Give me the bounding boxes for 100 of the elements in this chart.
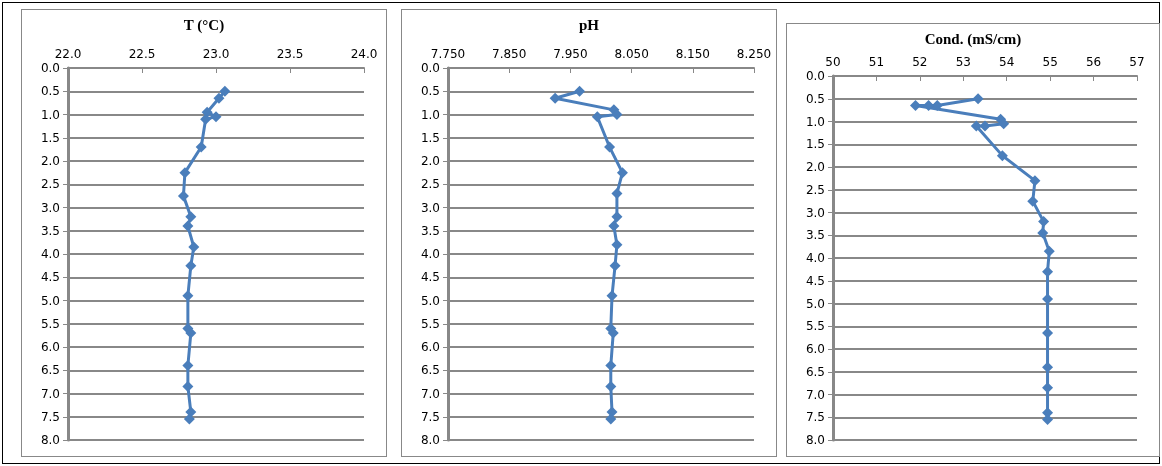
y-tick-label: 1.5 xyxy=(40,130,60,145)
y-tick-label: 5.5 xyxy=(420,316,440,331)
x-tick-label: 8.250 xyxy=(736,47,772,61)
point xyxy=(608,220,620,232)
point xyxy=(979,120,991,132)
y-tick-label: 5.0 xyxy=(805,296,825,311)
point xyxy=(182,220,194,232)
point xyxy=(185,260,197,272)
y-tick-label: 6.5 xyxy=(420,363,440,378)
point xyxy=(177,190,189,202)
point xyxy=(201,106,213,118)
x-tick-label: 56 xyxy=(1085,55,1102,69)
chart-title: T (°C) xyxy=(183,16,225,34)
y-tick-label: 6.0 xyxy=(420,340,440,354)
y-tick-label: 3.5 xyxy=(420,223,440,238)
x-tick-label: 7.850 xyxy=(492,47,527,61)
point xyxy=(1027,195,1039,207)
y-tick-label: 1.0 xyxy=(805,114,825,129)
x-tick-label: 50 xyxy=(825,55,841,69)
chart-title: Cond. (mS/cm) xyxy=(924,30,1022,48)
y-tick-label: 3.0 xyxy=(805,205,825,220)
x-tick-label: 8.050 xyxy=(614,47,649,61)
point xyxy=(611,211,623,223)
point xyxy=(611,109,623,120)
x-tick-label: 53 xyxy=(955,55,971,69)
y-tick-label: 4.5 xyxy=(40,270,60,285)
y-tick-label: 5.0 xyxy=(40,293,60,308)
y-tick-label: 1.5 xyxy=(805,137,825,152)
y-tick-label: 2.5 xyxy=(805,182,825,197)
y-tick-label: 2.0 xyxy=(40,154,60,168)
point xyxy=(970,120,982,132)
y-tick-label: 7.0 xyxy=(40,386,60,401)
y-tick-label: 2.5 xyxy=(420,177,440,192)
x-tick-label: 54 xyxy=(999,55,1015,69)
x-tick-label: 55 xyxy=(1042,55,1058,69)
x-tick-label: 7.750 xyxy=(430,47,466,61)
x-tick-label: 8.150 xyxy=(675,47,710,61)
point xyxy=(1043,245,1055,257)
x-tick-label: 51 xyxy=(868,55,885,69)
x-tick-label: 7.950 xyxy=(553,47,588,61)
y-tick-label: 7.5 xyxy=(805,410,825,425)
y-tick-label: 8.0 xyxy=(420,433,440,447)
y-tick-label: 0.0 xyxy=(805,69,825,83)
y-tick-label: 2.0 xyxy=(420,154,440,168)
y-tick-label: 7.0 xyxy=(805,387,825,402)
y-tick-label: 6.0 xyxy=(40,340,60,354)
y-tick-label: 1.5 xyxy=(420,130,440,145)
y-tick-label: 4.0 xyxy=(40,247,60,261)
y-tick-label: 8.0 xyxy=(805,433,825,447)
point xyxy=(195,141,207,153)
point xyxy=(609,260,621,272)
point xyxy=(972,93,984,105)
y-tick-label: 7.5 xyxy=(40,409,60,424)
y-tick-label: 7.0 xyxy=(420,386,440,401)
y-tick-label: 8.0 xyxy=(40,433,60,447)
y-tick-label: 0.0 xyxy=(420,61,440,75)
y-tick-label: 5.0 xyxy=(420,293,440,308)
point xyxy=(1038,216,1050,228)
y-tick-label: 0.5 xyxy=(805,91,825,106)
y-tick-label: 0.5 xyxy=(420,84,440,99)
y-tick-label: 5.5 xyxy=(40,316,60,331)
point xyxy=(1037,227,1049,239)
y-tick-label: 4.0 xyxy=(420,247,440,261)
point xyxy=(213,92,225,104)
x-tick-label: 23.0 xyxy=(202,47,230,61)
y-tick-label: 2.0 xyxy=(805,160,825,174)
point xyxy=(185,211,197,223)
y-tick-label: 3.0 xyxy=(40,200,60,215)
point xyxy=(616,167,628,179)
x-tick-label: 57 xyxy=(1129,55,1145,69)
x-tick-label: 23.5 xyxy=(276,47,304,61)
y-tick-label: 0.0 xyxy=(40,61,60,75)
point xyxy=(188,241,200,253)
point xyxy=(591,111,603,123)
point xyxy=(574,85,586,97)
y-tick-label: 4.0 xyxy=(805,251,825,265)
y-tick-label: 1.0 xyxy=(420,107,440,122)
y-tick-label: 6.0 xyxy=(805,342,825,356)
y-tick-label: 4.5 xyxy=(420,270,440,285)
x-tick-label: 52 xyxy=(912,55,928,69)
point xyxy=(996,150,1008,162)
y-tick-label: 6.5 xyxy=(40,363,60,378)
y-tick-label: 3.5 xyxy=(40,223,60,238)
point xyxy=(604,141,616,153)
y-tick-label: 3.0 xyxy=(420,200,440,215)
y-tick-label: 3.5 xyxy=(805,228,825,243)
point xyxy=(219,85,231,97)
point xyxy=(1029,175,1041,187)
y-tick-label: 1.0 xyxy=(40,107,60,122)
y-tick-label: 0.5 xyxy=(40,84,60,99)
y-tick-label: 6.5 xyxy=(805,364,825,379)
x-tick-label: 22.0 xyxy=(54,47,82,61)
x-tick-label: 24.0 xyxy=(350,47,378,61)
point xyxy=(210,111,222,123)
x-tick-label: 22.5 xyxy=(128,47,156,61)
chart-title: pH xyxy=(578,16,600,33)
y-tick-label: 5.5 xyxy=(805,319,825,334)
y-tick-label: 4.5 xyxy=(805,273,825,288)
y-tick-label: 7.5 xyxy=(420,409,440,424)
y-tick-label: 2.5 xyxy=(40,177,60,192)
